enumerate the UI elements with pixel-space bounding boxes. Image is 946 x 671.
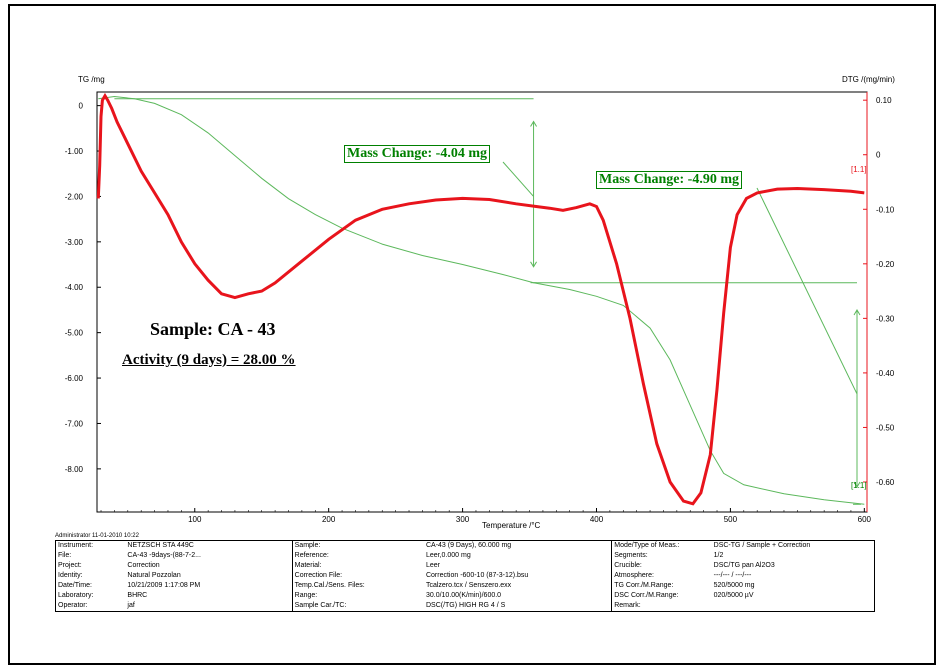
info-label: Material: <box>291 561 424 571</box>
info-value: 10/21/2009 1:17:08 PM <box>127 582 201 589</box>
info-label: Date/Time: <box>58 582 92 589</box>
info-value: ---/--- / ---/--- <box>713 572 752 579</box>
info-label: Reference: <box>291 551 424 561</box>
info-table-row: Project: Correction Material: Leer Crucible:… <box>56 561 875 571</box>
y-right-tick-label: -0.20 <box>876 260 895 269</box>
y-left-tick-label: -7.00 <box>65 419 84 428</box>
mass-change-label-1: Mass Change: -4.04 mg <box>344 145 490 163</box>
y-right-tick-label: -0.60 <box>876 478 895 487</box>
info-value: DSC/TG pan Al2O3 <box>713 562 775 569</box>
info-value: Tcalzero.tcx / Senszero.exx <box>425 582 512 589</box>
info-label: Operator: <box>58 602 88 609</box>
info-value: 520/5000 mg <box>713 582 755 589</box>
info-label: Instrument: <box>58 542 94 549</box>
y-right-tick-label: 0 <box>876 151 881 160</box>
label2-leader <box>756 187 858 395</box>
info-label: Temp.Cal./Sens. Files: <box>291 581 424 591</box>
info-label: TG Corr./M.Range: <box>611 581 712 591</box>
info-value: 020/5000 µV <box>713 592 754 599</box>
info-value: CA-43 (9 Days), 60.000 mg <box>425 542 512 549</box>
info-value: Correction -600-10 (87-3-12).bsu <box>425 572 529 579</box>
x-tick-label: 500 <box>724 515 738 524</box>
measurement-info-table: Instrument: NETZSCH STA 449C Sample: CA-43 … <box>55 540 875 612</box>
info-table-row: Identity: Natural Pozzolan Correction File… <box>56 571 875 581</box>
info-value: Correction <box>127 562 160 569</box>
info-value <box>712 601 875 612</box>
info-label: Correction File: <box>291 571 424 581</box>
y-left-tick-label: -3.00 <box>65 238 84 247</box>
dtg-series-line <box>96 92 865 506</box>
info-table-row: Operator: jaf Sample Car./TC: DSC(/TG) HIGH… <box>56 601 875 612</box>
step2-arrow-head-up <box>853 308 861 316</box>
info-value: CA-43 -9days-(88-7-2... <box>127 552 201 559</box>
info-label: Mode/Type of Meas.: <box>611 540 712 551</box>
y-right-axis-title: DTG /(mg/min) <box>842 75 895 84</box>
info-value: 30.0/10.00(K/min)/600.0 <box>425 592 502 599</box>
step1-arrow-head-down <box>530 261 537 268</box>
x-tick-label: 600 <box>858 515 872 524</box>
tg-end-label: [1.1] <box>851 481 867 490</box>
info-value: Leer <box>425 562 440 569</box>
step2-arrow-head-down <box>853 481 861 488</box>
info-value: BHRC <box>127 592 148 599</box>
activity-text: Activity (9 days) = 28.00 % <box>122 352 296 368</box>
info-label: Sample Car./TC: <box>291 601 424 612</box>
figure-frame <box>8 4 936 665</box>
info-value: DSC-TG / Sample + Correction <box>713 542 811 549</box>
y-right-tick-label: 0.10 <box>876 96 892 105</box>
info-value: 1/2 <box>713 552 724 559</box>
info-value: Leer,0.000 mg <box>425 552 471 559</box>
y-left-tick-label: -6.00 <box>65 374 84 383</box>
info-label: Remark: <box>611 601 712 612</box>
y-left-axis-title: TG /mg <box>78 75 105 84</box>
x-axis-title: Temperature /°C <box>482 521 541 530</box>
y-left-tick-label: -1.00 <box>65 147 84 156</box>
y-axis-right: 0.10 0 -0.10 -0.20 -0.30 -0.40 -0.50 -0.60 <box>863 92 895 512</box>
y-left-tick-label: -5.00 <box>65 329 84 338</box>
label1-leader <box>502 161 534 197</box>
info-label: Atmosphere: <box>611 571 712 581</box>
info-label: File: <box>58 552 72 559</box>
info-table-row: Laboratory: BHRC Range: 30.0/10.00(K/min)/6… <box>56 591 875 601</box>
info-label: Identity: <box>58 572 83 579</box>
y-right-tick-label: -0.50 <box>876 423 895 432</box>
dtg-end-label: [1.1] <box>851 165 867 174</box>
annotation-lines <box>114 98 861 505</box>
y-right-tick-label: -0.10 <box>876 205 895 214</box>
info-label: Laboratory: <box>58 592 94 599</box>
info-label: DSC Corr./M.Range: <box>611 591 712 601</box>
x-tick-label: 300 <box>456 515 470 524</box>
info-value: jaf <box>127 602 135 609</box>
x-axis: 100 200 300 400 500 600 <box>100 508 872 524</box>
info-table-row: Instrument: NETZSCH STA 449C Sample: CA-43 … <box>56 540 875 551</box>
y-left-tick-label: -2.00 <box>65 192 84 201</box>
x-tick-label: 200 <box>322 515 336 524</box>
info-value: NETZSCH STA 449C <box>127 542 194 549</box>
tg-series-line <box>98 95 865 505</box>
y-left-tick-label: 0 <box>79 102 84 111</box>
sample-title: Sample: CA - 43 <box>150 319 276 339</box>
y-right-tick-label: -0.40 <box>876 369 895 378</box>
info-label: Segments: <box>611 551 712 561</box>
admin-line: Administrator 11-01-2010 10:22 <box>55 533 139 539</box>
step1-arrow-head-up <box>530 120 537 127</box>
mass-change-label-2: Mass Change: -4.90 mg <box>596 171 742 189</box>
y-right-tick-label: -0.30 <box>876 314 895 323</box>
info-label: Crucible: <box>611 561 712 571</box>
y-left-tick-label: -4.00 <box>65 283 84 292</box>
info-label: Sample: <box>291 540 424 551</box>
info-value: DSC(/TG) HIGH RG 4 / S <box>425 602 506 609</box>
x-tick-label: 100 <box>188 515 202 524</box>
info-table-row: Date/Time: 10/21/2009 1:17:08 PM Temp.Cal.… <box>56 581 875 591</box>
info-label: Project: <box>58 562 82 569</box>
info-value: Natural Pozzolan <box>127 572 181 579</box>
y-left-tick-label: -8.00 <box>65 465 84 474</box>
info-label: Range: <box>291 591 424 601</box>
x-tick-label: 400 <box>590 515 604 524</box>
info-table-row: File: CA-43 -9days-(88-7-2... Reference: Le… <box>56 551 875 561</box>
y-axis-left: 0 -1.00 -2.00 -3.00 -4.00 -5.00 -6.00 -7.00 -8.0… <box>65 102 101 474</box>
